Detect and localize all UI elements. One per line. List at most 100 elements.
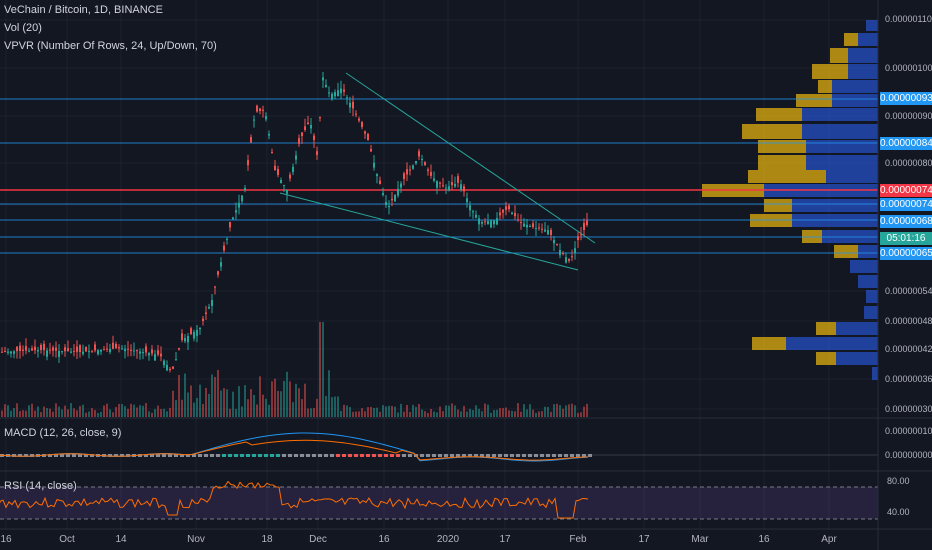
candle-body xyxy=(388,206,390,208)
macd-histogram-bar xyxy=(84,454,88,457)
volume-indicator-label[interactable]: Vol (20) xyxy=(4,22,42,34)
candle-body xyxy=(28,350,30,352)
volume-bar xyxy=(349,407,351,417)
macd-histogram-bar xyxy=(54,454,58,457)
candle-body xyxy=(193,332,195,339)
macd-label[interactable]: MACD (12, 26, close, 9) xyxy=(4,427,122,439)
candle-body xyxy=(73,351,75,353)
candle-body xyxy=(352,101,354,109)
price-label-hline: 0.00000068 xyxy=(880,215,932,228)
volume-bar xyxy=(208,393,210,417)
candle-body xyxy=(580,234,582,236)
macd-histogram-bar xyxy=(444,454,448,457)
vp-down-bar xyxy=(742,124,802,139)
candle-body xyxy=(214,286,216,288)
vp-down-bar xyxy=(748,170,826,183)
vp-up-bar xyxy=(866,290,878,303)
candle-body xyxy=(202,318,204,321)
candle-body xyxy=(22,349,24,351)
candle-body xyxy=(112,342,114,349)
macd-histogram-bar xyxy=(522,454,526,457)
volume-bar xyxy=(136,407,138,417)
price-label-hline: 0.00000093 xyxy=(880,92,932,105)
vp-down-bar xyxy=(796,94,832,107)
volume-bar xyxy=(379,411,381,417)
price-tick: 0.00000090 xyxy=(885,111,932,121)
vpvr-indicator-label[interactable]: VPVR (Number Of Rows, 24, Up/Down, 70) xyxy=(4,40,217,52)
volume-bar xyxy=(4,404,6,417)
volume-bar xyxy=(67,409,69,417)
volume-bar xyxy=(235,408,237,417)
volume-bar xyxy=(121,404,123,417)
rsi-label[interactable]: RSI (14, close) xyxy=(4,480,77,492)
candle-body xyxy=(271,151,273,153)
volume-bar xyxy=(424,411,426,417)
candle-body xyxy=(424,162,426,165)
candle-body xyxy=(523,223,525,227)
volume-bar xyxy=(43,406,45,417)
macd-histogram-bar xyxy=(276,454,280,457)
candle-body xyxy=(406,169,408,175)
macd-histogram-bar xyxy=(264,454,268,457)
volume-bar xyxy=(454,405,456,417)
macd-pane xyxy=(0,432,878,462)
volume-bar xyxy=(193,402,195,417)
candle-body xyxy=(409,169,411,171)
vp-down-bar xyxy=(764,199,792,212)
volume-bar xyxy=(409,412,411,417)
candle-body xyxy=(553,240,555,244)
volume-bar xyxy=(10,410,12,417)
vp-up-bar xyxy=(850,260,878,273)
volume-bar xyxy=(94,410,96,417)
trend-lines[interactable] xyxy=(279,72,596,271)
volume-bar xyxy=(394,406,396,417)
volume-bar xyxy=(247,399,249,417)
price-label-red-line: 0.00000074 xyxy=(880,184,932,197)
volume-bar xyxy=(442,411,444,417)
volume-bar xyxy=(175,400,177,417)
volume-bar xyxy=(214,377,216,417)
vp-up-bar xyxy=(858,33,878,46)
candle-body xyxy=(364,131,366,134)
vp-up-bar xyxy=(802,124,878,139)
candle-body xyxy=(301,132,303,136)
candle-body xyxy=(304,126,306,130)
time-tick: 16 xyxy=(0,534,12,545)
candle-body xyxy=(457,176,459,183)
macd-histogram-bar xyxy=(150,454,154,457)
volume-bar xyxy=(544,406,546,417)
volume-bar xyxy=(238,386,240,417)
volume-bar xyxy=(385,406,387,417)
volume-bar xyxy=(337,396,339,417)
volume-bar xyxy=(430,408,432,417)
macd-histogram-bar xyxy=(72,454,76,457)
candle-body xyxy=(262,109,264,111)
volume-bar xyxy=(169,407,171,417)
volume-bar xyxy=(412,404,414,417)
macd-histogram-bar xyxy=(30,454,34,457)
symbol-title[interactable]: VeChain / Bitcoin, 1D, BINANCE xyxy=(4,4,163,16)
candle-body xyxy=(64,347,66,352)
candle-body xyxy=(559,250,561,256)
candle-body xyxy=(481,222,483,224)
candle-body xyxy=(10,351,12,354)
vp-up-bar xyxy=(806,155,878,170)
time-tick: 14 xyxy=(115,534,127,545)
macd-histogram-bar xyxy=(342,454,346,457)
macd-histogram-bar xyxy=(348,454,352,457)
horizontal-lines[interactable] xyxy=(0,98,878,254)
candle-body xyxy=(535,228,537,230)
volume-bar xyxy=(103,405,105,417)
candle-body xyxy=(295,155,297,160)
candle-body xyxy=(478,218,480,225)
macd-histogram-bar xyxy=(408,454,412,457)
candle-body xyxy=(334,92,336,97)
candle-body xyxy=(172,366,174,369)
candle-body xyxy=(403,173,405,179)
candle-body xyxy=(220,262,222,267)
volume-bar xyxy=(259,376,261,417)
volume-bar xyxy=(289,381,291,417)
candle-body xyxy=(370,148,372,152)
candle-body xyxy=(475,214,477,218)
